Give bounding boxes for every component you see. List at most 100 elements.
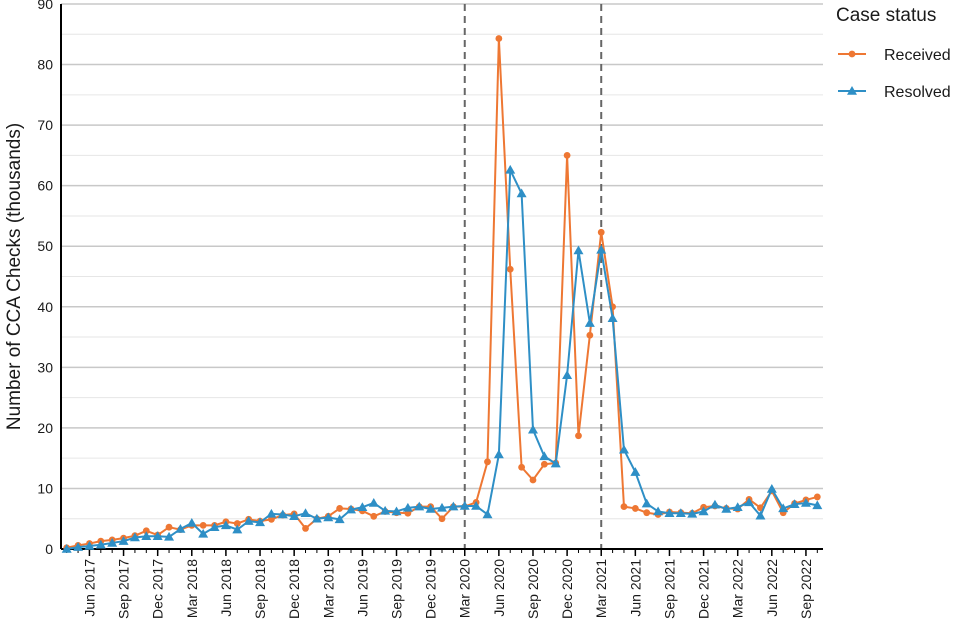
resolved-point (277, 509, 288, 519)
series-received (63, 35, 821, 552)
received-point (484, 458, 491, 466)
resolved-point (744, 497, 755, 507)
x-tick-label: Mar 2020 (457, 559, 473, 618)
received-point (142, 527, 150, 535)
resolved-point (232, 524, 243, 534)
received-point (643, 509, 651, 517)
y-tick-label: 10 (37, 480, 53, 496)
x-tick-label: Jun 2018 (218, 559, 234, 617)
resolved-point (641, 498, 652, 508)
x-tick-label: Mar 2018 (184, 559, 200, 618)
resolved-point (255, 517, 266, 527)
x-tick-label: Dec 2019 (423, 559, 439, 619)
received-point (302, 525, 309, 532)
resolved-point (402, 502, 413, 512)
y-tick-label: 90 (37, 0, 53, 12)
resolved-point (687, 508, 698, 518)
resolved-point (152, 531, 163, 541)
resolved-line (66, 168, 818, 550)
resolved-point (73, 542, 84, 551)
resolved-point (664, 508, 675, 518)
legend-swatch-marker (847, 86, 857, 95)
resolved-point (243, 516, 254, 525)
legend: Case status Received Resolved (836, 5, 951, 101)
resolved-point (129, 532, 140, 542)
received-point (563, 151, 571, 159)
resolved-point (550, 458, 561, 468)
resolved-point (311, 513, 322, 523)
y-tick-label: 80 (37, 57, 53, 73)
received-point (438, 515, 446, 523)
resolved-point (721, 504, 732, 513)
received-point (506, 265, 514, 273)
received-point (165, 523, 173, 531)
resolved-point (482, 509, 493, 519)
resolved-point (539, 451, 550, 461)
y-tick-label: 30 (37, 359, 53, 375)
resolved-point (164, 531, 175, 541)
x-tick-label: Jun 2017 (81, 559, 97, 617)
x-tick-label: Mar 2021 (593, 559, 609, 618)
resolved-point (175, 524, 186, 533)
received-point (518, 463, 526, 471)
resolved-point (107, 537, 118, 547)
x-tick-label: Sep 2017 (116, 559, 132, 619)
series (61, 35, 823, 553)
resolved-point (562, 370, 573, 379)
resolved-point (95, 539, 106, 549)
resolved-point (118, 536, 129, 545)
resolved-point (766, 484, 777, 493)
x-tick-label: Jun 2019 (354, 559, 370, 617)
legend-items: Received Resolved (838, 47, 951, 101)
resolved-point (437, 502, 447, 512)
resolved-point (380, 505, 391, 515)
x-tick-label: Mar 2022 (730, 559, 746, 618)
resolved-point (812, 500, 823, 510)
resolved-point (778, 503, 789, 513)
received-point (495, 35, 503, 42)
legend-title: Case status (836, 5, 936, 26)
y-tick-label: 0 (45, 541, 53, 557)
legend-label: Resolved (884, 84, 951, 101)
x-tick-label: Dec 2021 (696, 559, 712, 619)
axes (60, 4, 823, 556)
legend-item-received: Received (838, 47, 951, 64)
y-tick-label: 20 (37, 420, 53, 436)
resolved-point (61, 544, 72, 553)
resolved-point (755, 510, 766, 520)
resolved-point (709, 499, 720, 509)
received-point (586, 331, 594, 339)
legend-label: Received (884, 47, 951, 64)
resolved-point (289, 511, 300, 521)
y-tick-label: 40 (37, 299, 53, 315)
x-tick-label: Dec 2020 (559, 559, 575, 619)
resolved-point (459, 501, 470, 510)
resolved-point (414, 501, 425, 511)
received-point (631, 505, 639, 512)
received-point (199, 521, 207, 529)
received-point (529, 476, 537, 484)
resolved-point (391, 506, 402, 516)
resolved-point (596, 244, 607, 254)
resolved-point (789, 499, 800, 508)
resolved-point (448, 501, 459, 511)
resolved-point (209, 522, 220, 531)
legend-item-resolved: Resolved (838, 84, 951, 101)
resolved-point (505, 164, 516, 174)
resolved-point (732, 502, 743, 511)
resolved-point (141, 531, 152, 541)
y-axis-title: Number of CCA Checks (thousands) (4, 123, 25, 430)
x-tick-label: Mar 2019 (320, 559, 336, 618)
x-tick-label: Dec 2017 (150, 559, 166, 619)
resolved-point (584, 318, 595, 327)
grid-lines (61, 3, 823, 550)
received-point (575, 432, 582, 440)
x-tick-label: Sep 2019 (389, 559, 405, 619)
resolved-point (357, 502, 368, 511)
resolved-point (323, 512, 334, 522)
x-tick-label: Dec 2018 (286, 559, 302, 619)
resolved-point (368, 497, 379, 507)
x-tick-label: Sep 2021 (661, 559, 677, 619)
resolved-point (800, 497, 811, 507)
